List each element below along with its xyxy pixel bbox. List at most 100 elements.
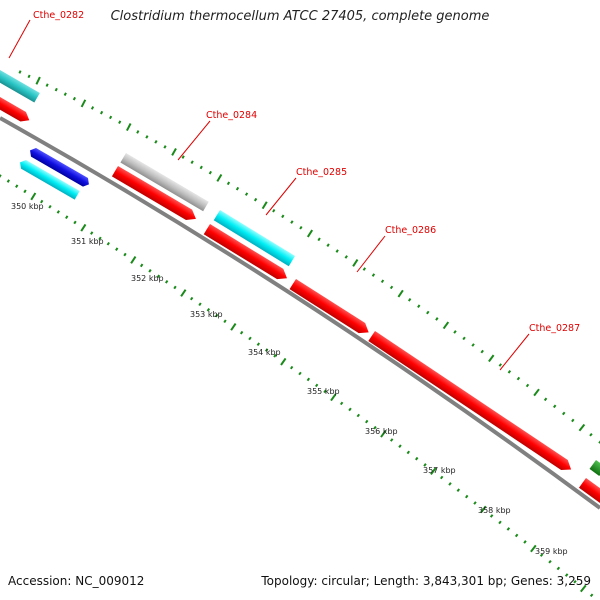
minor-tick	[264, 348, 269, 352]
minor-tick	[244, 192, 249, 196]
minor-tick	[272, 208, 276, 213]
gene-label-0285[interactable]: Cthe_0285	[296, 167, 347, 178]
minor-tick	[323, 389, 327, 394]
major-tick	[480, 505, 487, 514]
major-tick	[397, 289, 404, 298]
major-tick	[261, 201, 268, 210]
major-tick	[578, 423, 586, 432]
gene-label-0287[interactable]: Cthe_0287	[529, 323, 580, 334]
major-tick	[580, 584, 587, 593]
feature-gray-0284[interactable]	[120, 153, 209, 212]
minor-tick	[489, 514, 494, 518]
cds-arrow-1[interactable]	[0, 94, 32, 125]
minor-tick	[598, 440, 600, 444]
minor-tick	[189, 296, 194, 301]
tick-label-350: 350 kbp	[11, 202, 44, 211]
leader-line-0282	[8, 19, 31, 59]
minor-tick	[106, 241, 110, 246]
minor-tick	[335, 249, 339, 253]
minor-tick	[523, 540, 527, 544]
minor-tick	[362, 267, 367, 271]
minor-tick	[407, 298, 412, 302]
minor-tick	[507, 370, 512, 374]
minor-tick	[473, 501, 477, 505]
tick-label-359: 359 kbp	[535, 547, 568, 556]
minor-tick	[562, 411, 566, 416]
major-tick	[216, 173, 223, 182]
cds-arrow-end[interactable]	[578, 478, 600, 506]
gene-label-0282[interactable]: Cthe_0282	[33, 10, 84, 21]
major-tick	[35, 76, 41, 85]
minor-tick	[498, 520, 502, 525]
feature-cyan-lower[interactable]	[18, 158, 80, 200]
gene-label-0286[interactable]: Cthe_0286	[385, 225, 436, 236]
minor-tick	[273, 354, 277, 358]
minor-tick	[45, 83, 49, 87]
minor-tick	[63, 92, 67, 96]
major-tick	[488, 354, 495, 363]
cds-arrow-0284[interactable]	[111, 166, 199, 224]
minor-tick	[73, 220, 77, 225]
minor-tick	[423, 463, 427, 467]
minor-tick	[371, 273, 376, 277]
accession-text: Accession: NC_009012	[8, 574, 145, 588]
minor-tick	[389, 285, 394, 290]
tick-label-351: 351 kbp	[71, 237, 104, 246]
minor-tick	[426, 310, 430, 315]
minor-tick	[118, 120, 122, 124]
minor-tick	[90, 231, 94, 235]
minor-tick	[462, 336, 466, 341]
major-tick	[171, 148, 177, 156]
minor-tick	[239, 330, 244, 335]
minor-tick	[90, 106, 95, 110]
major-tick	[380, 430, 387, 438]
minor-tick	[164, 280, 169, 284]
minor-tick	[548, 559, 552, 564]
minor-tick	[23, 189, 27, 194]
gene-label-0284[interactable]: Cthe_0284	[206, 110, 257, 121]
cds-arrow-0286[interactable]	[289, 279, 372, 337]
minor-tick	[471, 343, 475, 347]
minor-tick	[54, 87, 58, 92]
minor-tick	[56, 210, 60, 214]
minor-tick	[123, 252, 127, 257]
leader-line-0285	[265, 177, 297, 216]
major-tick	[330, 393, 337, 402]
minor-tick	[453, 330, 457, 334]
minor-tick	[564, 573, 569, 577]
minor-tick	[326, 243, 330, 247]
feature-blue[interactable]	[28, 146, 92, 189]
cds-arrow-0287[interactable]	[368, 331, 574, 474]
minor-tick	[543, 397, 548, 402]
minor-tick	[306, 377, 311, 382]
minor-tick	[206, 308, 211, 312]
feature-cyan-0285[interactable]	[213, 210, 296, 267]
minor-tick	[464, 494, 469, 499]
minor-tick	[214, 313, 219, 318]
minor-tick	[589, 593, 594, 598]
minor-tick	[48, 204, 52, 209]
minor-tick	[506, 527, 511, 531]
leader-line-0287	[499, 333, 530, 371]
minor-tick	[190, 160, 194, 164]
minor-tick	[480, 349, 484, 354]
outer-tick-row	[18, 70, 600, 444]
minor-tick	[223, 319, 227, 324]
minor-tick	[414, 456, 419, 461]
major-tick	[230, 323, 237, 331]
minor-tick	[145, 135, 149, 139]
inner-tick-row	[0, 174, 594, 598]
feature-green[interactable]	[589, 460, 600, 476]
minor-tick	[154, 140, 158, 144]
major-tick	[442, 321, 450, 330]
major-tick	[130, 256, 137, 264]
minor-tick	[417, 304, 421, 308]
cds-arrow-0285[interactable]	[203, 224, 290, 283]
minor-tick	[516, 376, 521, 381]
minor-tick	[298, 371, 302, 376]
tick-label-352: 352 kbp	[131, 274, 164, 283]
minor-tick	[456, 488, 461, 492]
map-title: Clostridium thermocellum ATCC 27405, com…	[110, 9, 490, 24]
feature-teal-0282[interactable]	[0, 67, 40, 103]
